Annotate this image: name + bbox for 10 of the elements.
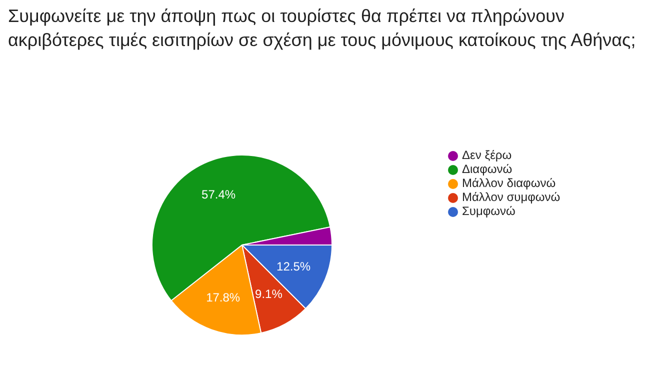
data-label: 12.5% [276,259,311,274]
legend-label: Διαφωνώ [462,162,512,176]
data-label: 57.4% [202,187,236,202]
chart-title: Συμφωνείτε με την άποψη πως οι τουρίστες θα πρέπει να πληρώνουν ακριβότερες τιμές εισιτηρίων σε σχέση με τους μόνιμους κατοίκους της Αθήνας; [8,5,637,52]
legend-label: Συμφωνώ [462,204,516,218]
legend-label: Μάλλον συμφωνώ [462,190,560,204]
legend-label: Μάλλον διαφωνώ [462,176,556,190]
data-label: 17.8% [206,290,240,304]
legend-label: Δεν ξέρω [462,148,512,162]
data-label: 9.1% [255,286,283,301]
